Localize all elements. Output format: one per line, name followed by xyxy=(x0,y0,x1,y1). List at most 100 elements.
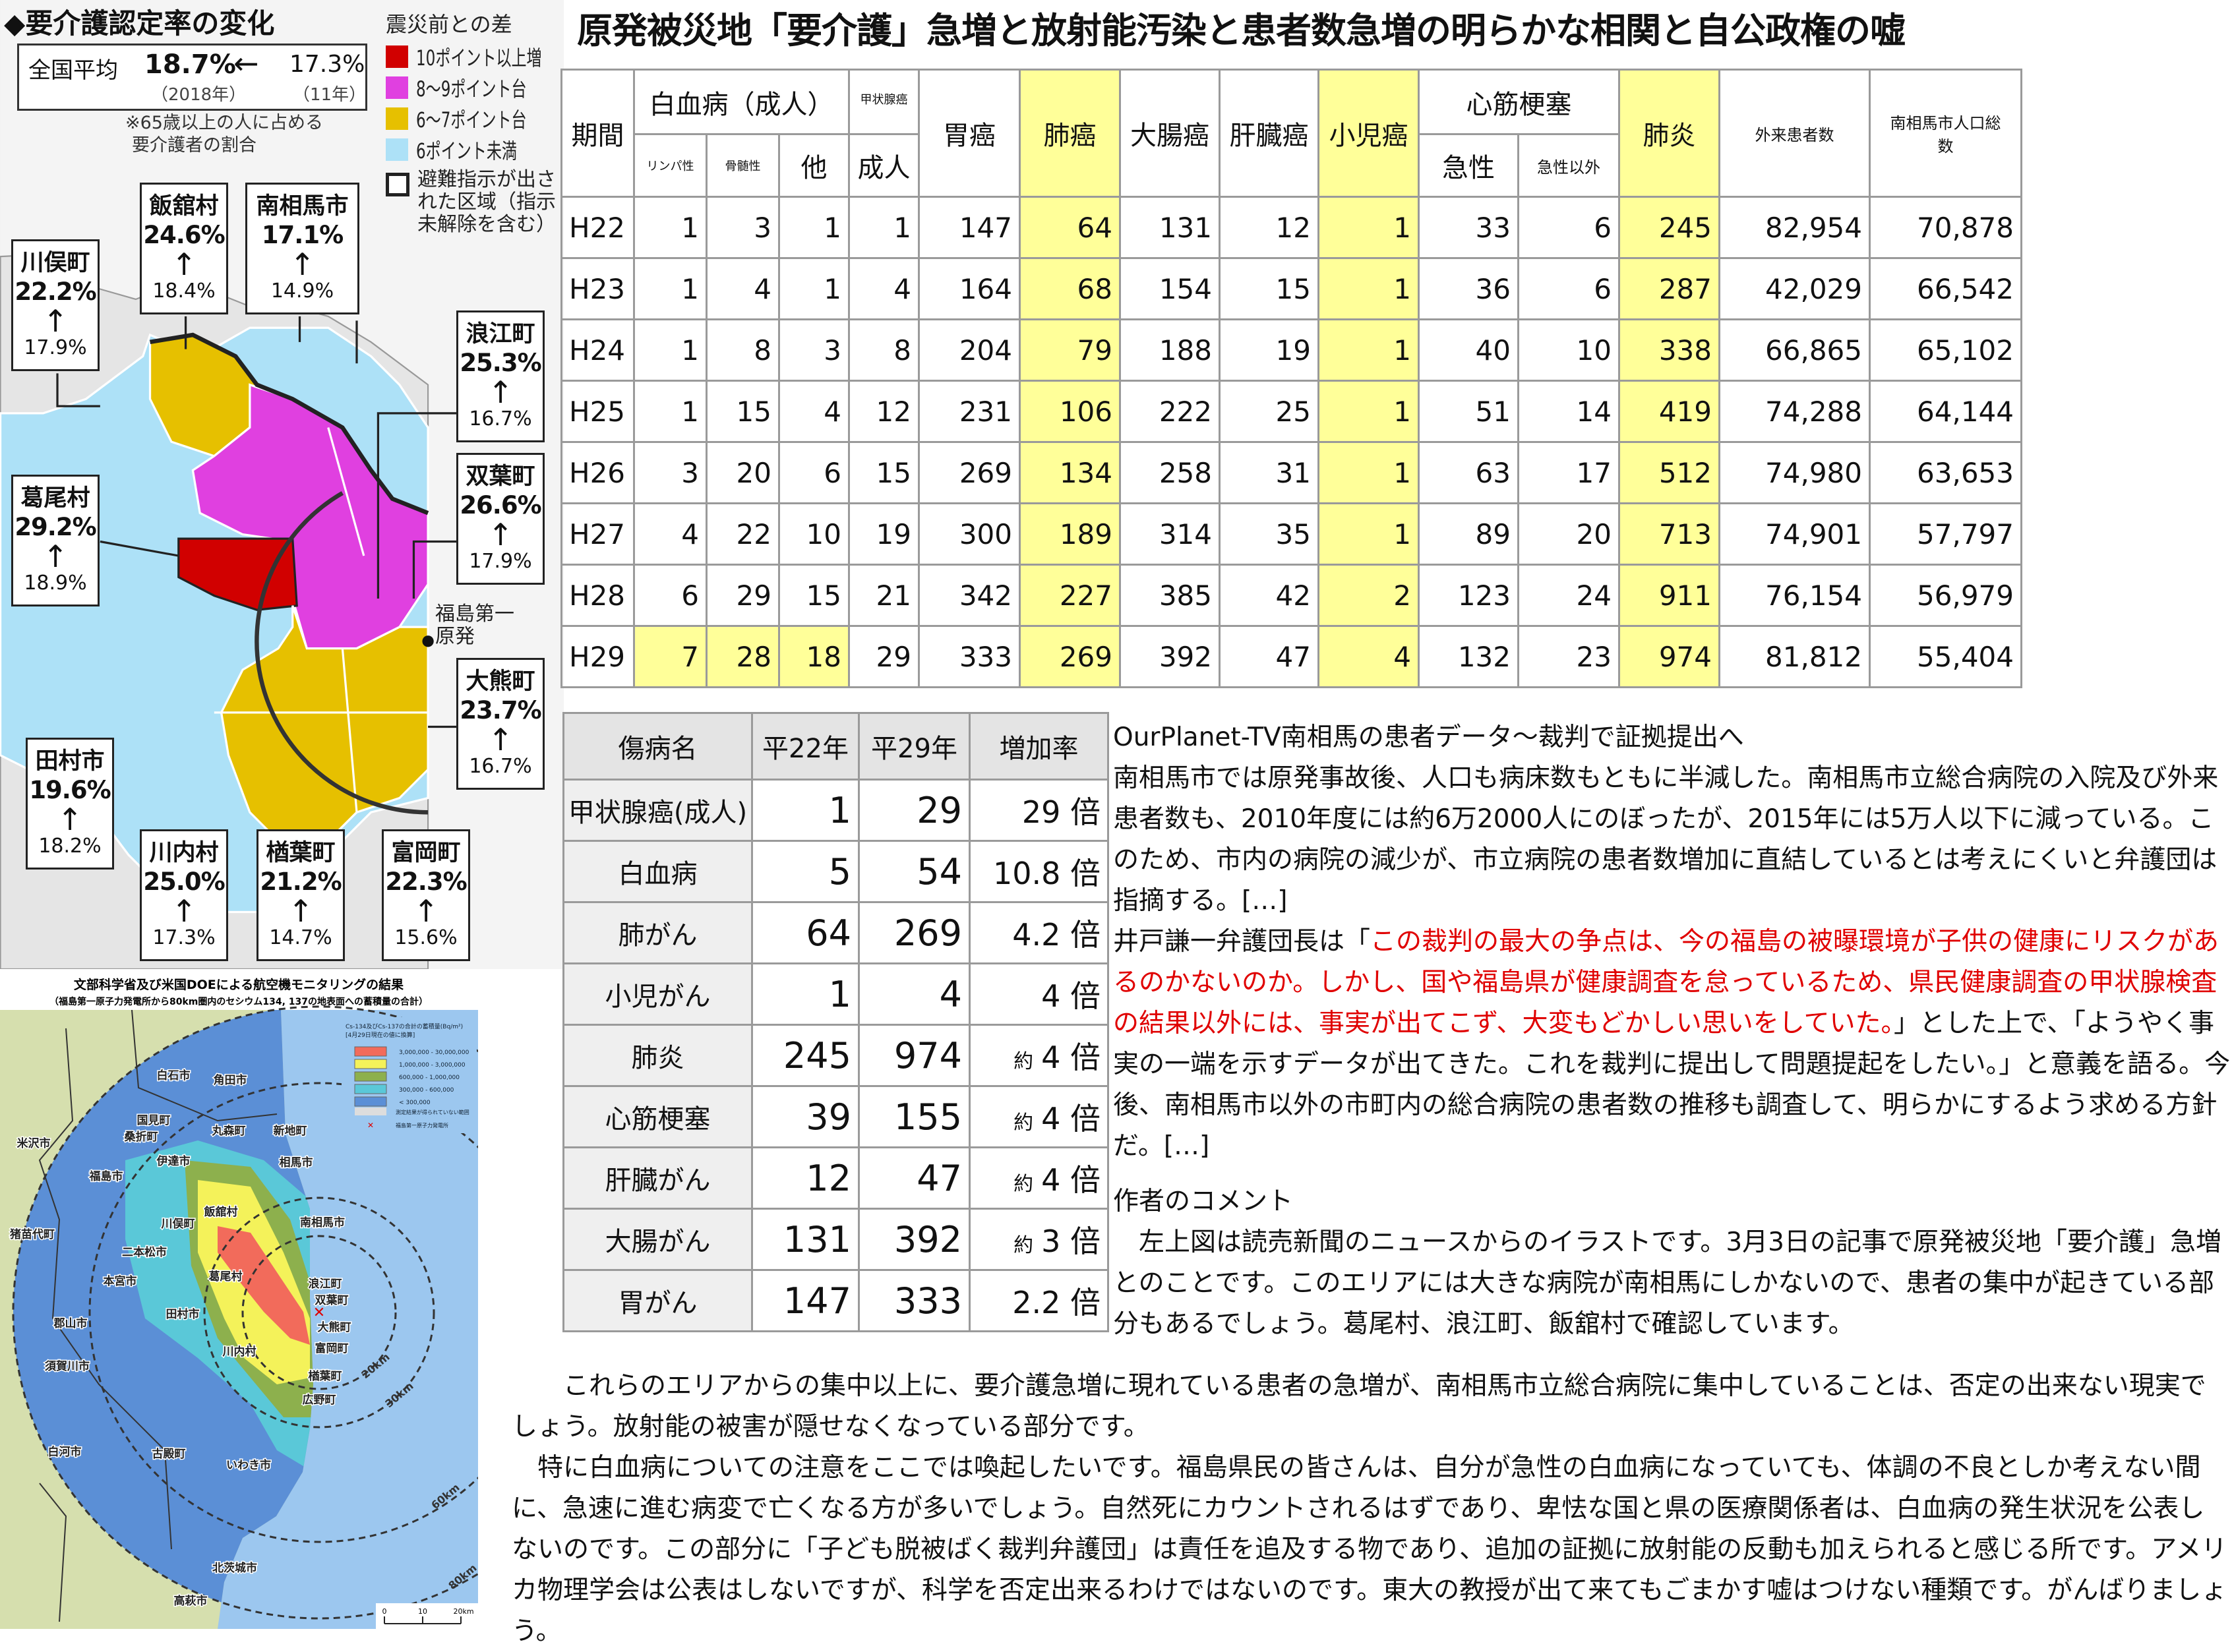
legend-label: 6ポイント未満 xyxy=(416,138,517,163)
place-label: 丸森町 xyxy=(212,1124,246,1138)
legend-label: 福島第一原子力発電所 xyxy=(396,1122,448,1129)
value-cell: 20 xyxy=(1517,502,1620,566)
legend-swatch xyxy=(386,107,408,130)
closing-text: これらのエリアからの集中以上に、要介護急増に現れている患者の急増が、南相馬市立総… xyxy=(512,1366,2229,1652)
value-cell: 70,878 xyxy=(1869,196,2022,259)
value-cell: 154 xyxy=(1119,257,1221,320)
municipality-current-rate: 24.6% xyxy=(143,221,225,249)
value-cell: 287 xyxy=(1618,257,1720,320)
municipality-callout: 田村市 19.6% ↑ 18.2% xyxy=(26,738,114,870)
municipality-callout: 双葉町 26.6% ↑ 17.9% xyxy=(456,453,545,585)
legend-swatch xyxy=(354,1084,387,1094)
value-cell: 123 xyxy=(1418,564,1519,627)
scale-label: 10 xyxy=(418,1607,427,1616)
up-arrow-icon: ↑ xyxy=(413,893,439,929)
place-label: 福島市 xyxy=(89,1169,123,1183)
legend-plant-x-icon: ✕ xyxy=(367,1121,374,1130)
increase-rate: 約 4 倍 xyxy=(969,1085,1109,1148)
value-cell: 82,954 xyxy=(1718,196,1871,259)
radiation-map-graphic: 文部科学省及び米国DOEによる航空機モニタリングの結果 （福島第一原子力発電所か… xyxy=(0,972,478,1629)
value-cell: 65,102 xyxy=(1869,318,2022,382)
care-map-note: ※65歳以上の人に占める 要介護者の割合 xyxy=(125,112,323,157)
place-label: 郡山市 xyxy=(53,1316,88,1330)
value-cell: 28 xyxy=(706,625,780,688)
value-cell: 269 xyxy=(1019,625,1121,688)
disease-name: 心筋梗塞 xyxy=(562,1085,753,1148)
value-cell: 3 xyxy=(706,196,780,259)
value-cell: 314 xyxy=(1119,502,1221,566)
value-cell: 51 xyxy=(1418,380,1519,443)
disease-name: 肺がん xyxy=(562,901,753,964)
municipality-callout: 浪江町 25.3% ↑ 16.7% xyxy=(456,310,545,442)
municipality-previous-rate: 17.9% xyxy=(24,336,87,359)
place-label: 田村市 xyxy=(166,1307,200,1321)
value-cell: 35 xyxy=(1219,502,1319,566)
municipality-previous-rate: 14.9% xyxy=(270,280,334,303)
value-cell: 20 xyxy=(706,441,780,504)
care-map-legend: 震災前との差 10ポイント以上増 8〜9ポイント台 6〜7ポイント台 6ポイント… xyxy=(386,8,560,236)
legend-swatch xyxy=(386,138,408,161)
municipality-callout: 南相馬市 17.1% ↑ 14.9% xyxy=(245,183,359,314)
place-label: 富岡町 xyxy=(315,1342,349,1355)
plant-label-line: 福島第一 xyxy=(435,603,514,626)
table-row: 甲状腺癌(成人) 1 29 29 倍 xyxy=(562,779,1109,842)
disease-name: 肺炎 xyxy=(562,1024,753,1087)
value-cell: 15 xyxy=(706,380,780,443)
rate-value: 4 倍 xyxy=(1041,1101,1101,1136)
legend-title: 震災前との差 xyxy=(386,12,512,37)
value-cell: 24 xyxy=(1517,564,1620,627)
header-disease: 傷病名 xyxy=(562,712,753,781)
value-cell: 147 xyxy=(918,196,1021,259)
municipality-callout: 楢葉町 21.2% ↑ 14.7% xyxy=(257,829,345,961)
legend-item: 8〜9ポイント台 xyxy=(386,72,560,103)
value-cell: 8 xyxy=(848,318,920,382)
h22-count: 1 xyxy=(751,962,860,1026)
value-cell: 713 xyxy=(1618,502,1720,566)
increase-rate: 約 4 倍 xyxy=(969,1146,1109,1210)
care-map-title-text: 要介護認定率の変化 xyxy=(25,7,275,40)
legend-label: 600,000 - 1,000,000 xyxy=(399,1075,460,1081)
value-cell: 1 xyxy=(633,196,708,259)
place-label: 桑折町 xyxy=(125,1130,158,1144)
value-cell: 1 xyxy=(1317,257,1420,320)
increase-comparison-table: 傷病名 平22年 平29年 増加率 甲状腺癌(成人) 1 29 29 倍白血病 5 54 1… xyxy=(562,712,1109,1332)
municipality-callout: 川内村 25.0% ↑ 17.3% xyxy=(140,829,228,961)
article-excerpt: OurPlanet-TV南相馬の患者データ〜裁判で証拠提出へ 南相馬市では原発事… xyxy=(1113,717,2231,1167)
legend-label: 10ポイント以上増 xyxy=(416,45,542,71)
value-cell: 36 xyxy=(1418,257,1519,320)
period-cell: H28 xyxy=(560,564,635,627)
table-row: 大腸がん 131 392 約 3 倍 xyxy=(562,1208,1109,1271)
h22-count: 5 xyxy=(751,840,860,903)
ring-60km xyxy=(88,1082,478,1543)
value-cell: 12 xyxy=(1219,196,1319,259)
municipality-previous-rate: 18.2% xyxy=(38,835,102,858)
value-cell: 17 xyxy=(1517,441,1620,504)
value-cell: 269 xyxy=(918,441,1021,504)
municipality-previous-rate: 15.6% xyxy=(394,926,458,949)
value-cell: 89 xyxy=(1418,502,1519,566)
table-row: 肝臓がん 12 47 約 4 倍 xyxy=(562,1146,1109,1210)
legend-item: 10ポイント以上増 xyxy=(386,41,560,72)
legend-swatch-outline xyxy=(386,173,409,196)
h29-count: 392 xyxy=(858,1208,971,1271)
value-cell: 1 xyxy=(778,196,850,259)
disease-name: 大腸がん xyxy=(562,1208,753,1271)
place-label: 葛尾村 xyxy=(208,1270,243,1283)
value-cell: 1 xyxy=(633,380,708,443)
rate-value: 29 倍 xyxy=(1021,794,1101,830)
legend-swatch xyxy=(354,1059,387,1069)
up-arrow-icon: ↑ xyxy=(171,893,197,929)
municipality-current-rate: 19.6% xyxy=(29,776,111,804)
legend-swatch xyxy=(354,1096,387,1107)
patient-count-table: 期間 白血病（成人） 甲状腺癌 胃癌 肺癌 大腸癌 肝臓癌 小児癌 心筋梗塞 肺… xyxy=(560,69,2022,688)
legend-swatch xyxy=(386,45,408,68)
rate-value: 4.2 倍 xyxy=(1012,917,1101,953)
value-cell: 8 xyxy=(706,318,780,382)
legend-label: 3,000,000 - 30,000,000 xyxy=(399,1049,469,1056)
disease-name: 小児がん xyxy=(562,962,753,1026)
value-cell: 56,979 xyxy=(1869,564,2022,627)
place-label: 楢葉町 xyxy=(309,1369,342,1383)
h22-count: 131 xyxy=(751,1208,860,1271)
municipality-current-rate: 26.6% xyxy=(460,491,541,519)
place-label: 猪苗代町 xyxy=(10,1227,55,1241)
